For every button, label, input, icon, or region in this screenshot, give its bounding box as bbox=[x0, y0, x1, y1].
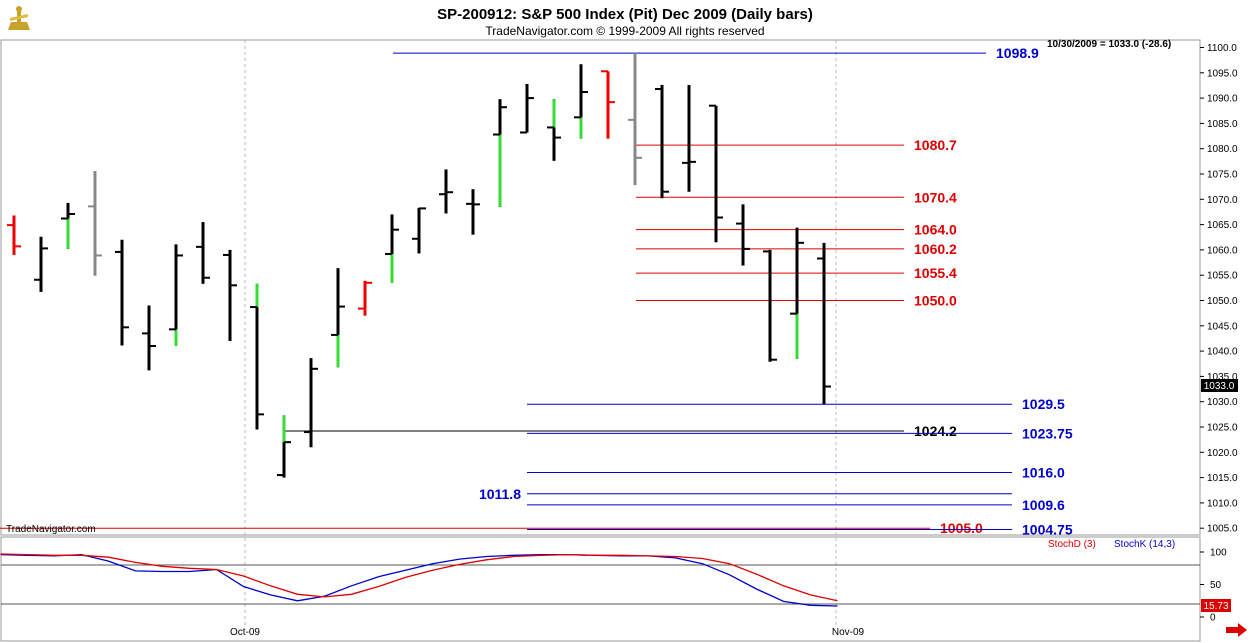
legend-stoch-d: StochD (3) bbox=[1048, 539, 1096, 550]
price-bar bbox=[277, 415, 291, 478]
y-tick-label: 1065.0 bbox=[1207, 220, 1238, 231]
y-tick-label: 1015.0 bbox=[1207, 473, 1238, 484]
price-bar bbox=[358, 280, 372, 316]
price-bar bbox=[304, 358, 318, 448]
price-bar bbox=[709, 104, 723, 243]
price-bar bbox=[7, 215, 21, 255]
legend-stoch-k: StochK (14,3) bbox=[1114, 539, 1175, 550]
logo-icon bbox=[8, 6, 30, 30]
level-label: 1060.2 bbox=[914, 241, 957, 257]
last-price-label: 1033.0 bbox=[1204, 381, 1235, 392]
price-bar bbox=[817, 242, 831, 405]
y-tick-label: 1090.0 bbox=[1207, 94, 1238, 105]
y-tick-label: 1020.0 bbox=[1207, 448, 1238, 459]
watermark-text: TradeNavigator.com bbox=[6, 524, 96, 535]
price-bar bbox=[601, 70, 615, 139]
level-label: 1098.9 bbox=[996, 45, 1039, 61]
price-bar bbox=[520, 83, 534, 134]
price-bar bbox=[385, 214, 399, 283]
y-tick-label: 1060.0 bbox=[1207, 245, 1238, 256]
level-label: 1029.5 bbox=[1022, 396, 1065, 412]
price-bar bbox=[466, 189, 480, 235]
y-tick-label: 1005.0 bbox=[1207, 524, 1238, 535]
y-tick-label: 1040.0 bbox=[1207, 347, 1238, 358]
y-tick-label: 1010.0 bbox=[1207, 498, 1238, 509]
level-label: 1055.4 bbox=[914, 265, 957, 281]
y-tick-label: 1055.0 bbox=[1207, 271, 1238, 282]
y-tick-label: 1085.0 bbox=[1207, 119, 1238, 130]
y-tick-label: 1070.0 bbox=[1207, 195, 1238, 206]
y-tick-label: 1100.0 bbox=[1207, 43, 1237, 54]
last-bar-info: 10/30/2009 = 1033.0 (-28.6) bbox=[1047, 39, 1171, 50]
price-bar bbox=[763, 249, 777, 362]
level-label: 1004.75 bbox=[1022, 521, 1073, 537]
stoch-value-label: 15.73 bbox=[1203, 601, 1228, 612]
level-label: 1064.0 bbox=[914, 222, 957, 238]
price-bar bbox=[115, 239, 129, 346]
price-bar bbox=[574, 64, 588, 139]
y-tick-label: 1095.0 bbox=[1207, 68, 1238, 79]
price-bar bbox=[331, 268, 345, 368]
price-bar bbox=[790, 227, 804, 359]
price-bar bbox=[682, 84, 696, 192]
last-price-tag bbox=[1201, 379, 1238, 392]
y-tick-label: 1030.0 bbox=[1207, 397, 1238, 408]
price-plot-frame bbox=[0, 39, 1201, 536]
level-label: 1050.0 bbox=[914, 293, 957, 309]
stoch-d-line bbox=[0, 553, 838, 602]
price-bar bbox=[439, 169, 453, 214]
price-y-axis: 1005.0 1010.0 1015.0 1020.0 1025.0 1030.0 1035… bbox=[1200, 43, 1238, 535]
price-bar bbox=[493, 99, 507, 207]
header-bar: SP-200912: S&P 500 Index (Pit) Dec 2009 … bbox=[8, 6, 813, 38]
price-bar bbox=[250, 283, 264, 430]
bars-layer bbox=[7, 53, 831, 478]
stoch-tick-label: 50 bbox=[1210, 580, 1222, 591]
price-bar bbox=[223, 249, 237, 341]
level-label: 1009.6 bbox=[1022, 497, 1065, 513]
price-bar bbox=[169, 244, 183, 347]
stoch-tick-label: 100 bbox=[1210, 548, 1227, 559]
price-bar bbox=[61, 202, 75, 249]
y-tick-label: 1025.0 bbox=[1207, 423, 1238, 434]
price-bar bbox=[412, 207, 426, 254]
price-bar bbox=[547, 99, 561, 161]
stoch-k-line bbox=[0, 553, 838, 607]
chart-title: SP-200912: S&P 500 Index (Pit) Dec 2009 … bbox=[437, 6, 813, 23]
x-label-oct: Oct-09 bbox=[230, 627, 260, 638]
stoch-plot-frame bbox=[0, 536, 1201, 642]
stochastic-panel: 100 50 0 StochD (3) StochK (14,3) 15.73 bbox=[0, 539, 1231, 624]
price-bar bbox=[736, 204, 750, 266]
stoch-tick-label: 0 bbox=[1210, 613, 1216, 624]
price-bar bbox=[655, 84, 669, 199]
levels-layer: 1098.9 1080.7 1070.4 1064.0 1060.2 1055.4 1050… bbox=[0, 45, 1073, 537]
y-tick-label: 1045.0 bbox=[1207, 321, 1238, 332]
chart-subtitle: TradeNavigator.com © 1999-2009 All right… bbox=[485, 24, 764, 38]
price-bar bbox=[88, 170, 102, 276]
y-tick-label: 1050.0 bbox=[1207, 296, 1238, 307]
y-tick-label: 1075.0 bbox=[1207, 170, 1238, 181]
price-bar bbox=[34, 236, 48, 292]
level-label: 1011.8 bbox=[479, 486, 521, 502]
level-label: 1016.0 bbox=[1022, 465, 1065, 481]
scroll-right-icon[interactable] bbox=[1226, 623, 1247, 637]
y-tick-label: 1080.0 bbox=[1207, 144, 1238, 155]
level-label: 1023.75 bbox=[1022, 425, 1073, 441]
y-tick-label: 1035.0 bbox=[1207, 372, 1238, 383]
price-bar bbox=[142, 305, 156, 371]
price-bar bbox=[196, 222, 210, 284]
level-label: 1080.7 bbox=[914, 137, 957, 153]
stoch-value-tag bbox=[1201, 599, 1231, 612]
level-label: 1005.0 bbox=[940, 520, 983, 536]
x-label-nov: Nov-09 bbox=[832, 627, 865, 638]
level-label: 1070.4 bbox=[914, 189, 957, 205]
price-bar bbox=[628, 53, 642, 186]
level-label: 1024.2 bbox=[914, 423, 957, 439]
